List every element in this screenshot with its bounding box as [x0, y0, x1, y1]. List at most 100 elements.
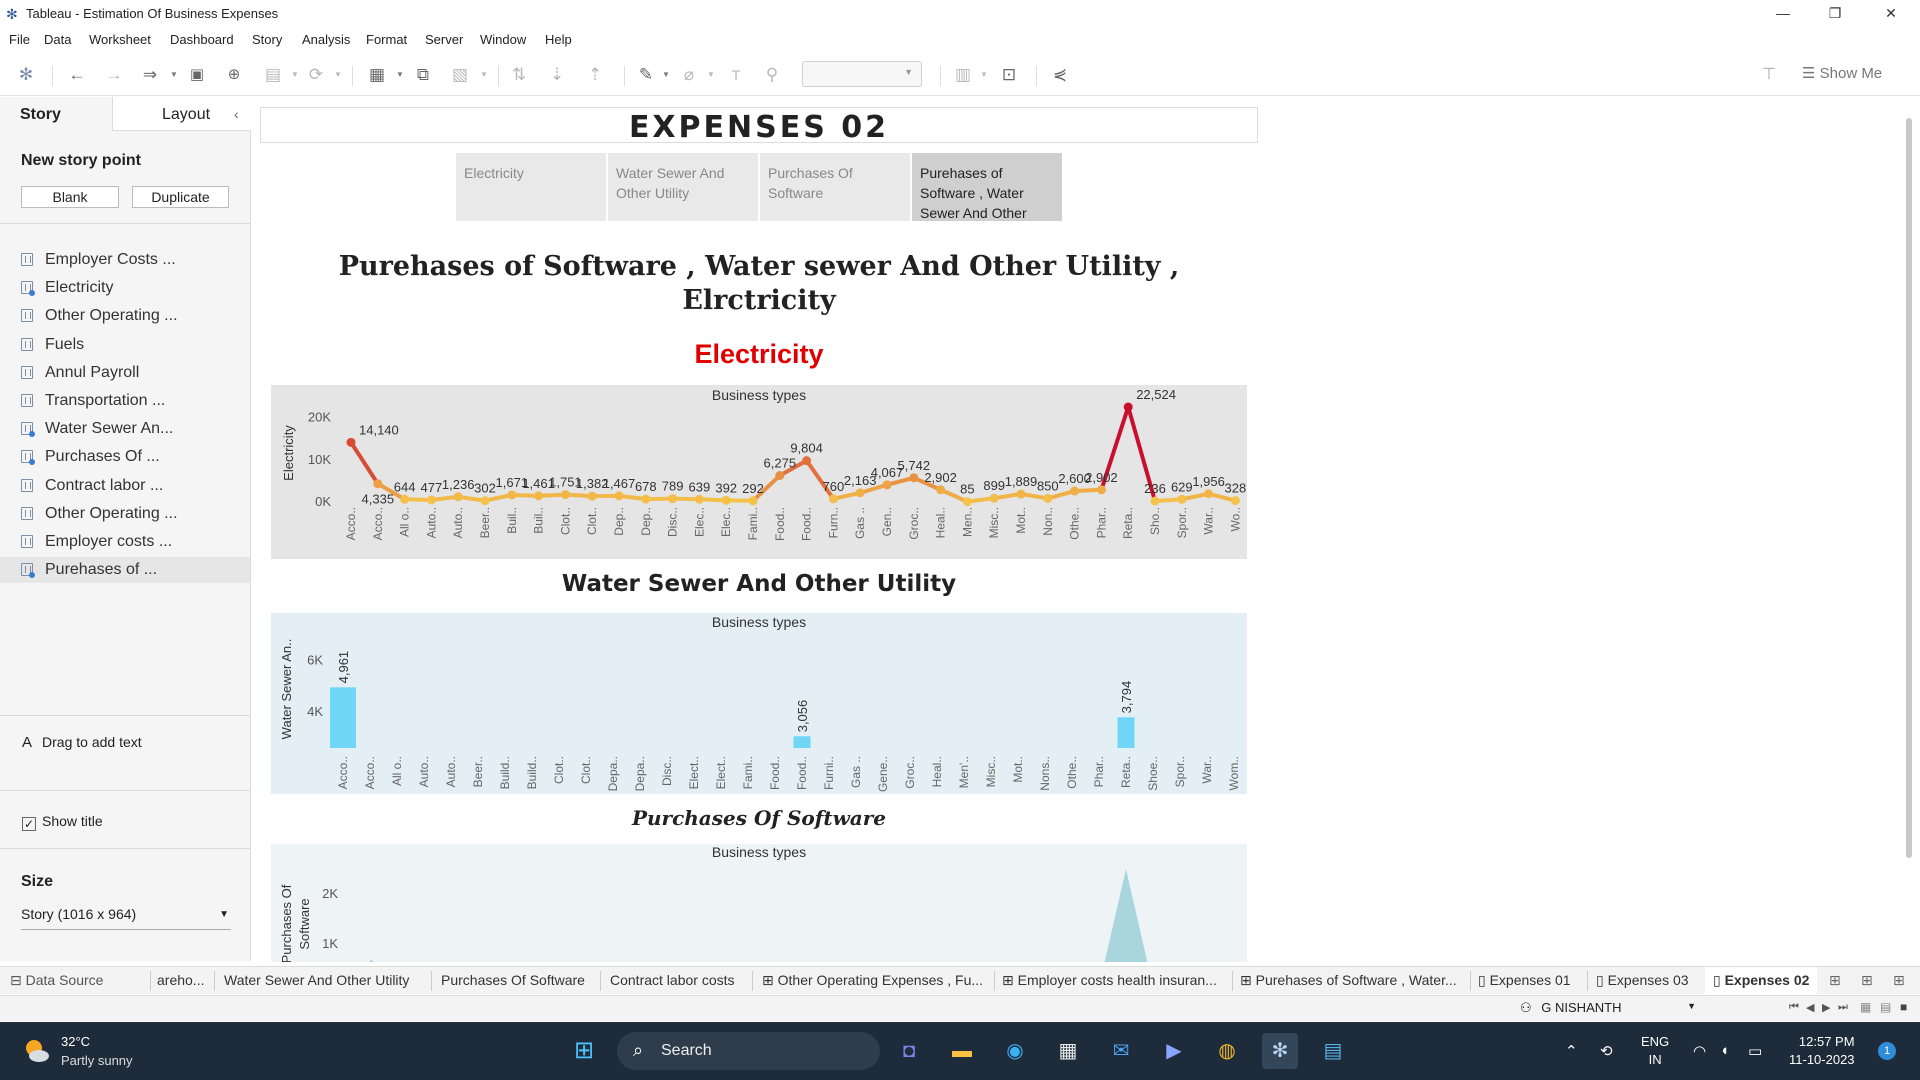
sort-ascending-icon[interactable]: ⇣ — [549, 65, 565, 84]
tab-data-source[interactable]: ⊟ Data Source — [10, 972, 104, 988]
story-point-item[interactable]: Transportation ... — [0, 388, 250, 414]
story-point-item[interactable]: Contract labor ... — [0, 473, 250, 499]
chevron-down-icon[interactable]: ▼ — [662, 70, 670, 79]
previous-sheet-icon[interactable]: ◀ — [1806, 1002, 1815, 1014]
story-point-item[interactable]: Electricity — [0, 275, 250, 301]
chevron-down-icon[interactable]: ▼ — [480, 70, 488, 79]
chevron-down-icon[interactable]: ▼ — [334, 70, 342, 79]
chevron-down-icon[interactable]: ▼ — [980, 70, 988, 79]
chevron-down-icon[interactable]: ▼ — [396, 70, 404, 79]
chevron-down-icon[interactable]: ▼ — [170, 70, 178, 79]
menu-format[interactable]: Format — [366, 32, 408, 47]
tab-purchases-software[interactable]: Purchases Of Software — [441, 972, 585, 988]
undo-icon[interactable]: ← — [68, 65, 86, 84]
windows-start-icon[interactable]: ⊞ — [573, 1037, 595, 1064]
notepad-icon[interactable]: ▤ — [1323, 1040, 1343, 1062]
minimize-button[interactable]: — — [1776, 5, 1790, 21]
tab-purehases-combined[interactable]: ⊞ Purehases of Software , Water... — [1240, 972, 1457, 988]
clock[interactable]: 12:57 PM 11-10-2023 — [1789, 1033, 1855, 1069]
menu-help[interactable]: Help — [545, 32, 572, 47]
sync-icon[interactable]: ⟲ — [1600, 1043, 1613, 1060]
media-player-icon[interactable]: ▶ — [1166, 1040, 1182, 1062]
last-sheet-icon[interactable]: ⏭ — [1838, 1001, 1848, 1013]
tab-employer-costs[interactable]: ⊞ Employer costs health insuran... — [1002, 972, 1217, 988]
microsoft-store-icon[interactable]: ▦ — [1058, 1040, 1078, 1062]
story-point-item[interactable]: Employer Costs ... — [0, 247, 250, 273]
story-nav-electricity[interactable]: Electricity — [456, 153, 606, 221]
story-point-item[interactable]: Purchases Of ... — [0, 444, 250, 470]
tab-warehouse[interactable]: areho... — [157, 972, 205, 988]
show-mark-labels-icon[interactable]: T — [731, 67, 741, 83]
tableau-home-icon[interactable]: ✻ — [18, 65, 34, 84]
new-worksheet-icon[interactable]: ▦ — [368, 65, 386, 84]
tab-expenses-02[interactable]: ▯ Expenses 02 — [1705, 967, 1818, 995]
share-icon[interactable]: ⋞ — [1052, 65, 1068, 84]
new-story-icon[interactable]: ⊞ — [1893, 972, 1905, 988]
show-me-button[interactable]: ☰ Show Me — [1802, 65, 1883, 82]
chrome-icon[interactable]: ◍ — [1218, 1040, 1236, 1062]
highlight-icon[interactable]: ✎ — [638, 65, 654, 84]
chevron-down-icon[interactable]: ▼ — [707, 70, 715, 79]
water-sewer-chart[interactable]: Business types Water Sewer An.. 4K 6K 4,961… — [271, 613, 1247, 794]
refresh-icon[interactable]: ⟳ — [308, 65, 324, 84]
group-members-icon[interactable]: ⌀ — [683, 65, 695, 84]
story-point-item[interactable]: Fuels — [0, 332, 250, 358]
duplicate-sheet-icon[interactable]: ⧉ — [416, 65, 430, 84]
menu-file[interactable]: File — [9, 32, 30, 47]
mail-icon[interactable]: ✉ — [1112, 1040, 1130, 1062]
menu-window[interactable]: Window — [480, 32, 527, 47]
redo-icon[interactable]: → — [105, 65, 123, 84]
story-nav-water-sewer[interactable]: Water Sewer And Other Utility — [608, 153, 758, 221]
pause-updates-icon[interactable]: ▤ — [264, 65, 282, 84]
volume-icon[interactable]: ◖ — [1720, 1042, 1730, 1059]
story-nav-purchases-software[interactable]: Purchases Of Software — [760, 153, 910, 221]
tab-expenses-01[interactable]: ▯ Expenses 01 — [1478, 972, 1571, 988]
size-select[interactable]: Story (1016 x 964) ▼ — [21, 906, 231, 930]
show-cards-icon[interactable]: ▥ — [954, 65, 972, 84]
sort-descending-icon[interactable]: ⇡ — [587, 65, 603, 84]
taskbar-search[interactable]: ⌕ Search — [617, 1032, 880, 1070]
close-button[interactable]: ✕ — [1885, 5, 1897, 21]
wifi-icon[interactable]: ◠ — [1693, 1043, 1707, 1060]
tab-other-operating[interactable]: ⊞ Other Operating Expenses , Fu... — [762, 972, 984, 988]
weather-description[interactable]: Partly sunny — [61, 1053, 133, 1068]
story-point-item[interactable]: Annul Payroll — [0, 360, 250, 386]
clear-sheet-icon[interactable]: ▧ — [451, 65, 469, 84]
duplicate-button[interactable]: Duplicate — [132, 186, 229, 208]
sheet-sorter-icon[interactable]: ▦ — [1860, 1000, 1872, 1014]
replay-icon[interactable]: ⇒ — [142, 65, 158, 84]
first-sheet-icon[interactable]: ⏮ — [1789, 1001, 1799, 1013]
menu-data[interactable]: Data — [44, 32, 72, 47]
purchases-software-area-chart[interactable]: Purchases Of Software 1K 2K — [271, 844, 1247, 994]
restore-button[interactable]: ❐ — [1828, 5, 1842, 21]
story-point-item[interactable]: Purehases of ... — [0, 557, 250, 584]
tab-layout[interactable]: Layout — [112, 97, 251, 131]
presentation-mode-icon[interactable]: ⊡ — [1001, 65, 1017, 84]
story-point-item[interactable]: Other Operating ... — [0, 303, 250, 329]
tableau-taskbar-icon[interactable]: ✻ — [1262, 1033, 1298, 1069]
swap-rows-columns-icon[interactable]: ⇅ — [511, 65, 527, 84]
battery-icon[interactable]: ▭ — [1748, 1043, 1763, 1060]
drag-to-add-text[interactable]: A Drag to add text — [22, 734, 142, 751]
checkbox-checked-icon[interactable]: ✓ — [22, 817, 36, 831]
teams-meet-icon[interactable]: ◘ — [902, 1040, 916, 1062]
electricity-chart[interactable]: Business types Electricity 0K 10K 20K 14,140… — [271, 385, 1247, 559]
user-menu[interactable]: ⚇ G NISHANTH ▼ — [1520, 1000, 1702, 1020]
new-worksheet-icon[interactable]: ⊞ — [1829, 972, 1841, 988]
save-icon[interactable]: ▣ — [189, 66, 205, 83]
tabs-view-icon[interactable]: ■ — [1900, 1000, 1908, 1014]
collapse-panel-icon[interactable]: ‹ — [234, 106, 239, 122]
fit-dropdown[interactable]: ▼ — [802, 61, 922, 87]
input-language[interactable]: ENG IN — [1641, 1033, 1669, 1069]
menu-worksheet[interactable]: Worksheet — [89, 32, 151, 47]
new-dashboard-icon[interactable]: ⊞ — [1861, 972, 1873, 988]
story-point-item[interactable]: Other Operating ... — [0, 501, 250, 527]
film-strip-icon[interactable]: ▤ — [1880, 1000, 1892, 1014]
water-sewer-bar-chart[interactable]: Water Sewer An.. 4K 6K 4,961 Acco.. Acco.. All… — [271, 613, 1247, 794]
new-data-source-icon[interactable]: ⊕ — [227, 66, 241, 83]
menu-server[interactable]: Server — [425, 32, 464, 47]
show-hidden-icons-icon[interactable]: ⌃ — [1565, 1043, 1578, 1060]
story-point-item[interactable]: Employer costs ... — [0, 529, 250, 555]
presenter-icon[interactable]: ⊤ — [1762, 66, 1776, 83]
tab-expenses-03[interactable]: ▯ Expenses 03 — [1596, 972, 1689, 988]
